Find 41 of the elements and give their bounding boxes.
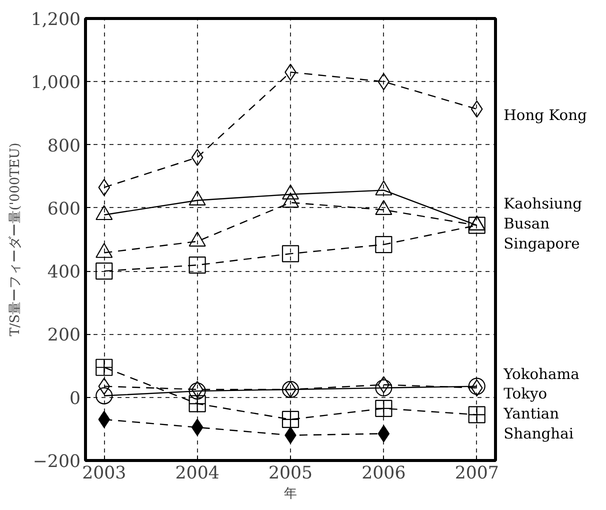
point: [282, 245, 300, 262]
y-tick-label: 600: [47, 199, 81, 220]
point: [188, 395, 206, 412]
x-tick-label: 2005: [268, 464, 313, 484]
point: [375, 400, 392, 417]
y-tick-label: 1,200: [30, 10, 81, 30]
x-tick-label: 2007: [454, 464, 499, 484]
series-label: Tokyo: [504, 386, 548, 403]
point: [188, 256, 206, 274]
series-label: Singapore: [504, 235, 580, 252]
point: [378, 73, 390, 90]
y-axis-title: T/S量ーフィーダー量('000TEU): [8, 142, 23, 336]
point: [191, 418, 204, 436]
point: [378, 425, 390, 442]
point: [191, 148, 204, 166]
series-label: Yokohama: [502, 366, 580, 383]
x-tick-label: 2004: [175, 464, 220, 484]
point: [468, 406, 486, 424]
y-tick-label: 1,000: [30, 73, 81, 94]
y-tick-label: 200: [47, 326, 81, 346]
point: [468, 216, 486, 234]
point: [282, 410, 300, 428]
x-tick-label: 2006: [362, 464, 406, 484]
point: [98, 378, 110, 395]
series-label: Busan: [504, 216, 550, 233]
y-tick-label: 800: [47, 136, 81, 156]
point: [98, 178, 110, 196]
point: [470, 100, 483, 118]
series-label: Hong Kong: [504, 107, 587, 124]
series-label: Yantian: [502, 406, 560, 423]
point: [96, 358, 113, 376]
x-tick-label: 2003: [82, 464, 126, 484]
point: [378, 376, 390, 394]
y-tick-label: 400: [47, 262, 81, 283]
series-label: Kaohsiung: [504, 196, 582, 213]
y-tick-label: −200: [32, 452, 80, 472]
point: [375, 236, 392, 254]
x-axis-title: 年: [284, 486, 297, 502]
point: [96, 262, 113, 280]
text: Shanghai: [504, 425, 574, 442]
y-tick-label: 0: [69, 388, 81, 409]
